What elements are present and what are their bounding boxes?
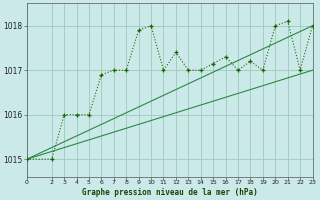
X-axis label: Graphe pression niveau de la mer (hPa): Graphe pression niveau de la mer (hPa) [82, 188, 258, 197]
